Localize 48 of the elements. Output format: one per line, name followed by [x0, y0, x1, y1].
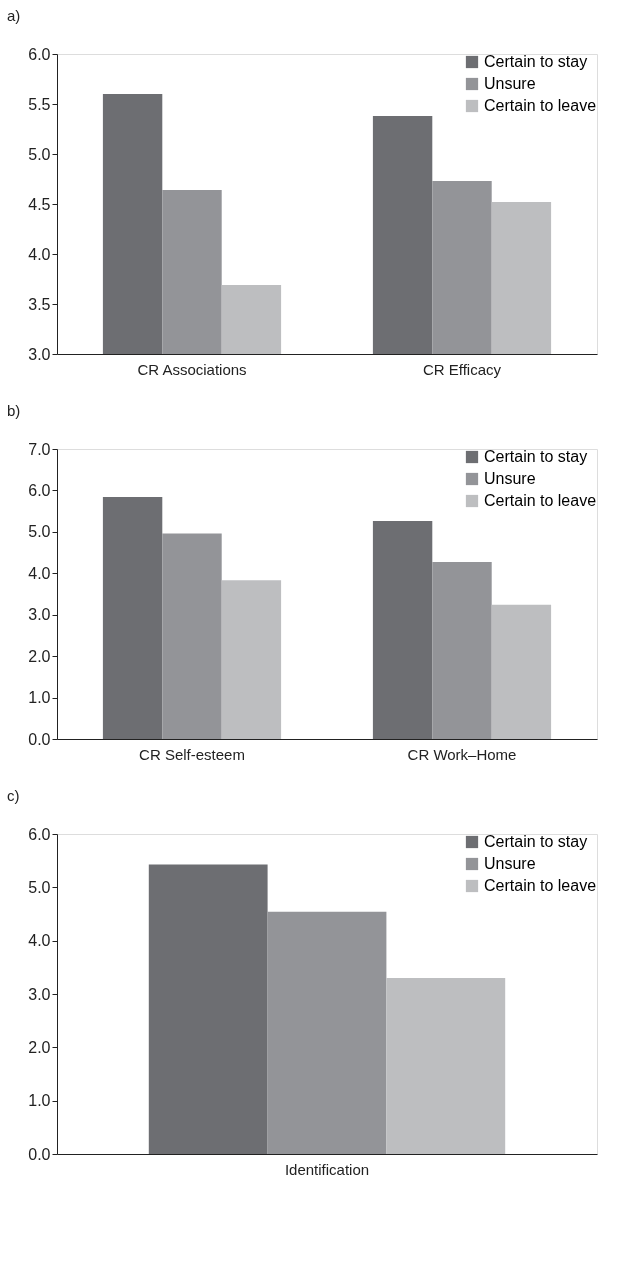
bar	[432, 562, 492, 739]
bar	[162, 533, 222, 739]
y-tick-label: 3.0	[28, 345, 51, 363]
x-tick-label: CR Efficacy	[422, 360, 502, 378]
bar	[491, 604, 552, 739]
bar	[102, 497, 163, 739]
y-tick-label: 4.5	[28, 195, 51, 213]
y-tick-label: 0.0	[28, 1145, 51, 1163]
bar	[386, 978, 506, 1154]
legend-label: Certain to stay	[484, 53, 588, 70]
y-tick-label: 5.0	[28, 145, 51, 163]
y-tick-label: 5.5	[28, 95, 51, 113]
bar	[221, 580, 282, 739]
bar	[372, 521, 433, 739]
legend-label: Certain to leave	[484, 97, 597, 114]
y-tick-label: 3.0	[28, 606, 51, 624]
x-tick-label: CR Associations	[137, 360, 247, 378]
y-tick-label: 5.0	[28, 523, 51, 541]
legend-label: Certain to leave	[484, 492, 597, 509]
x-tick-label: CR Self-esteem	[139, 745, 245, 763]
x-tick-label: CR Work–Home	[407, 745, 517, 763]
bar	[148, 864, 268, 1154]
y-tick-label: 2.0	[28, 647, 51, 665]
y-tick-label: 4.0	[28, 932, 51, 950]
bar	[267, 911, 387, 1154]
legend-label: Unsure	[484, 75, 536, 92]
y-tick-label: 7.0	[28, 440, 51, 458]
y-tick-label: 5.0	[28, 878, 51, 896]
y-tick-label: 3.5	[28, 295, 51, 313]
y-tick-label: 3.0	[28, 985, 51, 1003]
legend-label: Certain to stay	[484, 448, 588, 465]
legend-label: Certain to stay	[484, 833, 588, 850]
y-tick-label: 6.0	[28, 825, 51, 843]
legend-label: Unsure	[484, 470, 536, 487]
y-tick-label: 1.0	[28, 1092, 51, 1110]
x-tick-label: Identification	[284, 1160, 370, 1178]
y-tick-label: 1.0	[28, 689, 51, 707]
chart-title: c)	[7, 787, 20, 804]
chart-title: a)	[7, 7, 21, 24]
legend-label: Unsure	[484, 855, 536, 872]
y-tick-label: 0.0	[28, 730, 51, 748]
y-tick-label: 6.0	[28, 45, 51, 63]
y-tick-label: 6.0	[28, 481, 51, 499]
y-tick-label: 4.0	[28, 564, 51, 582]
y-tick-label: 4.0	[28, 245, 51, 263]
chart-title: b)	[7, 402, 21, 419]
legend-label: Certain to leave	[484, 877, 597, 894]
y-tick-label: 2.0	[28, 1038, 51, 1056]
